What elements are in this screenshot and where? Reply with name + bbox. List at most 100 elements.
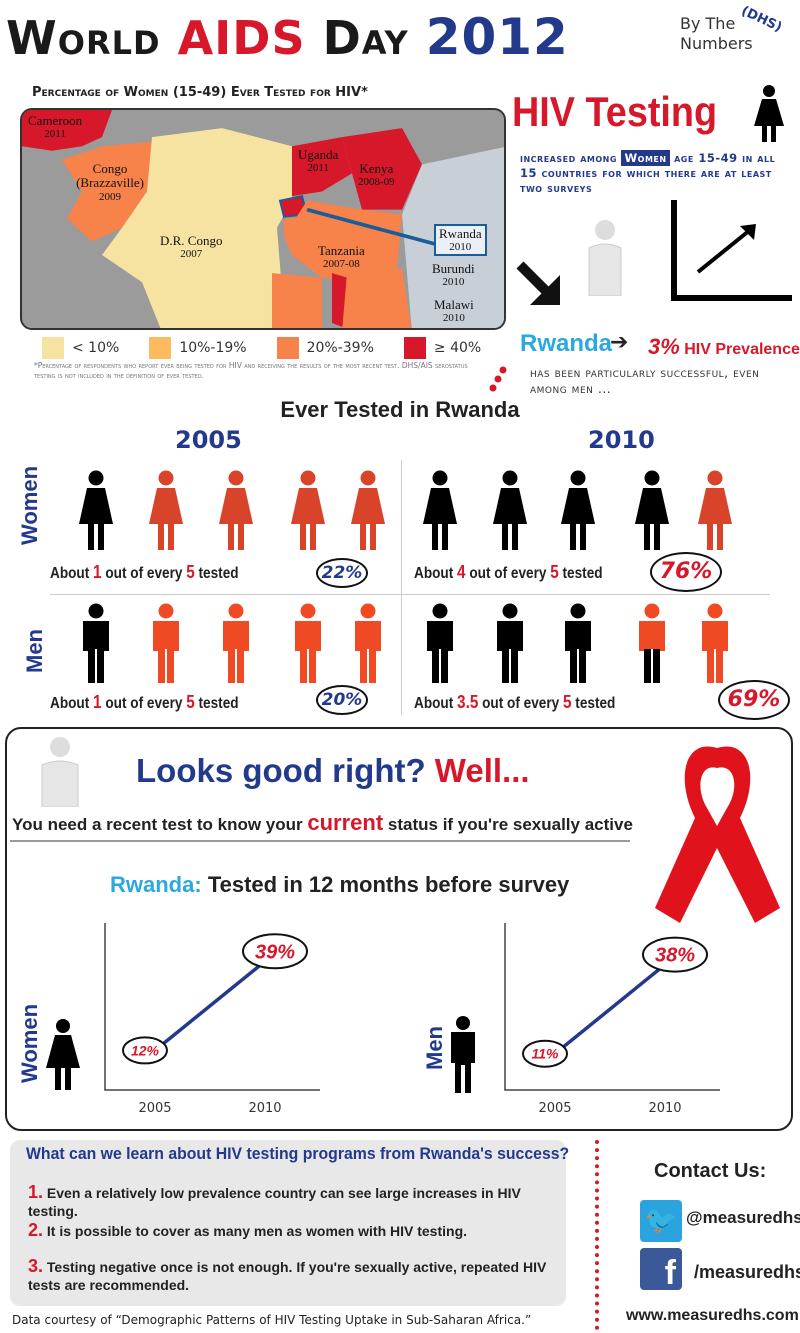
x-tick-label: 2010 — [648, 1101, 681, 1116]
caption-men-2010: About 3.5 out of every 5 tested — [414, 692, 616, 712]
woman-figure-icon — [635, 470, 669, 550]
series-line — [153, 959, 267, 1052]
man-icon — [451, 1016, 475, 1093]
divider-horizontal — [50, 594, 770, 595]
woman-figure-icon — [79, 470, 113, 550]
main-title: World AIDS Day 2012 — [6, 8, 569, 66]
woman-figure-icon — [149, 470, 183, 550]
website-link[interactable]: www.measuredhs.com — [626, 1307, 799, 1324]
map-title: Percentage of Women (15-49) Ever Tested … — [32, 85, 368, 100]
region-mozambique — [342, 268, 412, 328]
line-chart-women: 12% 2005 39% 2010 — [104, 923, 320, 1116]
percent-women-2005: 22% — [316, 558, 368, 588]
data-label: 12% — [131, 1042, 160, 1058]
region-cameroon — [22, 110, 112, 151]
data-point-oval — [242, 933, 308, 970]
x-tick-label: 2010 — [248, 1101, 281, 1116]
legend-item: 20%-39% — [276, 337, 374, 359]
title-year: 2012 — [425, 8, 569, 66]
data-label: 39% — [255, 941, 295, 963]
man-figure-icon — [83, 603, 109, 683]
arrow-down-right-icon — [516, 261, 560, 305]
lesson-item: 2. It is possible to cover as many men a… — [28, 1220, 468, 1240]
label-drc: D.R. Congo 2007 — [160, 233, 223, 261]
row-label-women: Women — [17, 465, 42, 545]
facebook-handle[interactable]: /measuredhs — [694, 1262, 800, 1282]
row-label-men: Men — [22, 629, 47, 673]
testing-text: increased among Women age 15-49 in all 1… — [520, 150, 776, 195]
recent-test-subtitle: You need a recent test to know your curr… — [12, 810, 633, 835]
map-legend: < 10% 10%-19% 20%-39% ≥ 40% — [42, 337, 481, 359]
man-figure-icon — [427, 603, 453, 683]
chart-label-men: Men — [422, 1026, 447, 1070]
facebook-icon[interactable]: f — [640, 1248, 682, 1292]
doctor-icon — [588, 220, 622, 296]
woman-icon — [46, 1019, 80, 1090]
legend-item: ≥ 40% — [403, 337, 481, 359]
region-zambia — [272, 273, 322, 328]
divider-vertical — [401, 460, 402, 715]
title-world: World — [6, 11, 161, 65]
label-tanzania: Tanzania 2007-08 — [318, 243, 365, 271]
label-uganda: Uganda 2011 — [298, 147, 339, 175]
by-the: By The — [680, 14, 736, 33]
woman-figure-icon — [698, 470, 732, 550]
man-figure-icon — [702, 603, 728, 683]
recent-test-panel — [5, 727, 793, 1131]
woman-figure-icon — [291, 470, 325, 550]
subtitle-rule — [10, 840, 630, 842]
region-tanzania — [284, 200, 402, 283]
twitter-handle[interactable]: @measuredhs — [686, 1208, 800, 1227]
man-figure-icon — [355, 603, 381, 683]
label-burundi: Burundi 2010 — [432, 261, 475, 289]
lessons-panel — [10, 1140, 566, 1306]
chart-title: Rwanda: Tested in 12 months before surve… — [110, 872, 570, 897]
label-malawi: Malawi 2010 — [434, 297, 474, 325]
man-figure-icon — [497, 603, 523, 683]
line-chart-men: 11% 2005 38% 2010 — [504, 923, 720, 1116]
year-2010: 2010 — [588, 426, 655, 454]
twitter-icon[interactable]: 🐦 — [640, 1200, 682, 1242]
rwanda-success-text: has been particularly successful, even a… — [530, 365, 760, 396]
data-label: 38% — [655, 945, 695, 967]
contact-title: Contact Us: — [654, 1160, 767, 1182]
data-point-oval — [642, 936, 708, 973]
by-the-numbers: By The Numbers — [680, 14, 753, 54]
label-congo: Congo (Brazzaville) 2009 — [76, 161, 144, 203]
lessons-title: What can we learn about HIV testing prog… — [26, 1144, 570, 1163]
rwanda-label: Rwanda — [520, 330, 613, 357]
region-uganda — [292, 137, 352, 197]
woman-figure-icon — [351, 470, 385, 550]
data-point-oval — [122, 1036, 168, 1065]
x-tick-label: 2005 — [138, 1101, 171, 1116]
woman-figure-icon — [219, 470, 253, 550]
prevalence: 3% HIV Prevalence — [648, 334, 800, 359]
year-2005: 2005 — [175, 426, 242, 454]
percent-women-2010: 76% — [650, 552, 722, 592]
man-figure-icon — [223, 603, 249, 683]
woman-figure-icon — [561, 470, 595, 550]
region-congo — [62, 141, 152, 242]
legend-item: 10%-19% — [149, 337, 247, 359]
x-tick-label: 2005 — [538, 1101, 571, 1116]
series-line — [553, 963, 667, 1056]
man-figure-icon — [565, 603, 591, 683]
data-point-oval — [522, 1039, 568, 1068]
woman-icon — [754, 85, 784, 142]
women-highlight: Women — [621, 150, 670, 166]
dotted-divider — [595, 1140, 599, 1330]
percent-men-2010: 69% — [718, 680, 790, 720]
label-rwanda: Rwanda 2010 — [434, 224, 487, 257]
lesson-item: 1. Even a relatively low prevalence coun… — [28, 1182, 521, 1219]
title-day: Day — [322, 11, 409, 65]
doctor-icon — [41, 737, 79, 807]
lesson-item: 3. Testing negative once is not enough. … — [28, 1256, 547, 1293]
increase-chart-icon — [671, 200, 792, 301]
region-drc — [102, 128, 292, 328]
region-malawi — [332, 273, 347, 328]
map-footnote: *Percentage of respondents who report ev… — [34, 361, 468, 380]
woman-figure-icon — [493, 470, 527, 550]
woman-figure-icon — [423, 470, 457, 550]
chart-axes — [104, 923, 320, 1091]
chart-axes — [504, 923, 720, 1091]
